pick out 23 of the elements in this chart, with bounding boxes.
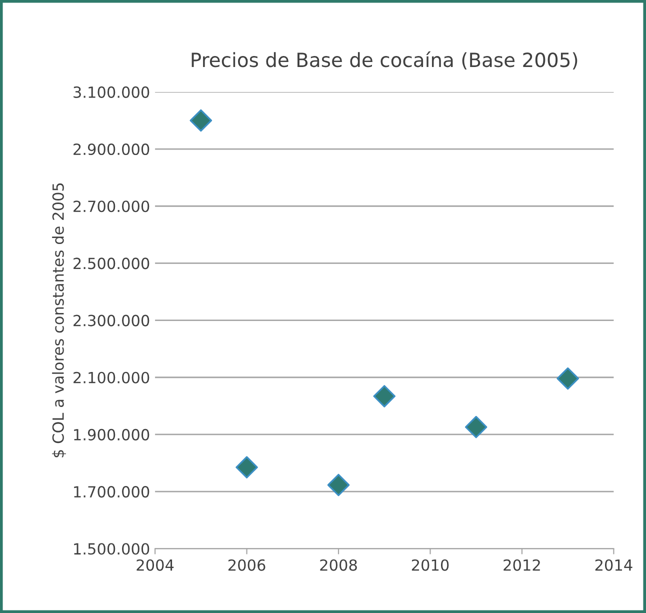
y-tick-label: 2.900.000 <box>74 144 150 156</box>
x-tick-label: 2004 <box>136 559 174 571</box>
x-tick-label: 2008 <box>320 559 357 571</box>
y-tick-label: 3.100.000 <box>74 86 150 98</box>
y-tick-label: 2.500.000 <box>74 258 150 270</box>
point <box>464 416 488 438</box>
y-tick-label: 1.900.000 <box>74 428 150 440</box>
point <box>327 474 350 496</box>
point <box>190 109 212 132</box>
y-tick-label: 2.300.000 <box>74 314 150 326</box>
point <box>556 367 579 390</box>
x-tick-label: 2014 <box>595 559 632 571</box>
y-tick-label: 2.100.000 <box>74 372 150 384</box>
y-tick-label: 2.700.000 <box>74 200 150 212</box>
point <box>373 385 396 408</box>
x-tick-label: 2012 <box>504 559 540 571</box>
y-tick-label: 1.500.000 <box>74 543 150 555</box>
point <box>236 456 258 478</box>
x-tick-label: 2010 <box>412 559 449 571</box>
x-tick-label: 2006 <box>228 559 266 571</box>
y-axis-title: $ COL a valores constantes de 2005 <box>52 183 66 458</box>
y-tick-label: 1.700.000 <box>74 486 150 498</box>
chart-title: Precios de Base de cocaína (Base 2005) <box>192 51 578 70</box>
